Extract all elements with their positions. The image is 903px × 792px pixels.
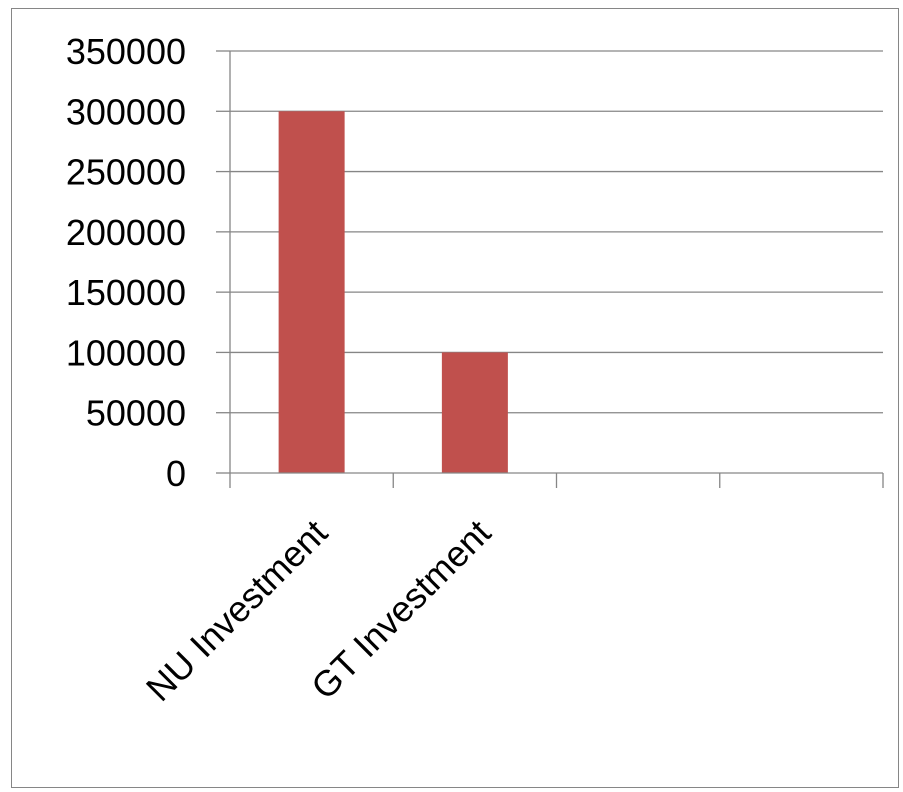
y-tick-label: 100000	[66, 332, 186, 373]
bar	[441, 352, 508, 473]
bar	[278, 111, 345, 474]
y-tick-label: 50000	[86, 393, 186, 434]
y-tick-label: 150000	[66, 272, 186, 313]
bars	[278, 111, 508, 474]
y-tick-label: 350000	[66, 31, 186, 72]
y-tick-labels: 0 50000 100000 150000 200000 250000 300000 3500…	[66, 31, 186, 494]
y-tick-label: 0	[166, 453, 186, 494]
y-tick-label: 250000	[66, 152, 186, 193]
y-tick-label: 300000	[66, 91, 186, 132]
y-tick-label: 200000	[66, 212, 186, 253]
axes	[216, 50, 884, 488]
